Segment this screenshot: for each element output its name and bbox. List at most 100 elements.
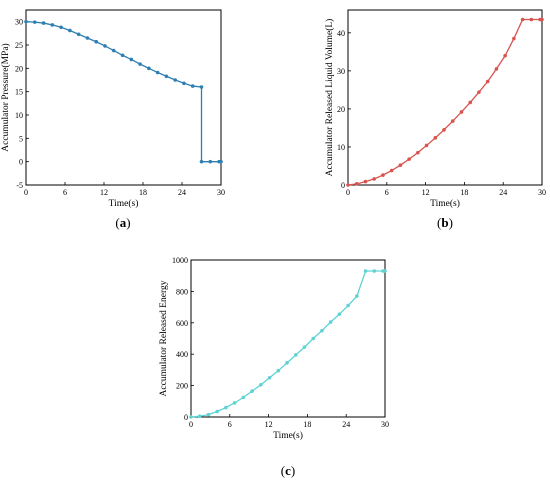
data-point [355, 294, 359, 298]
x-tick-label: 30 [217, 188, 225, 197]
data-point [50, 23, 55, 27]
data-point [85, 36, 90, 40]
data-point [206, 412, 211, 417]
data-point [477, 90, 481, 94]
data-point [468, 100, 473, 105]
x-tick-label: 0 [24, 188, 28, 197]
data-point [68, 28, 72, 33]
y-tick-label: 5 [19, 134, 23, 143]
y-tick-label: 20 [15, 64, 23, 73]
data-point [199, 159, 204, 164]
data-point [267, 375, 272, 380]
data-point [259, 383, 263, 387]
data-point [416, 150, 420, 155]
x-tick-label: 12 [265, 420, 273, 429]
y-tick-label: -5 [16, 181, 23, 190]
x-axis-label: Time(s) [273, 430, 303, 441]
data-point [520, 17, 525, 22]
data-point [232, 401, 237, 405]
data-point [138, 62, 142, 66]
chart-panel-b: 0 6 12 18 24 30 0 10 20 30 40 Time(s) Accumulator Re… [324, 9, 546, 230]
series-line [25, 21, 221, 163]
data-point [540, 17, 544, 22]
data-point [147, 66, 151, 71]
data-point [173, 78, 177, 82]
y-tick-label: 30 [337, 67, 345, 76]
data-point [32, 20, 37, 24]
y-tick-label: 15 [15, 88, 23, 97]
data-point [164, 74, 169, 79]
data-point [311, 336, 316, 341]
data-point [24, 19, 28, 24]
data-point [354, 182, 359, 186]
data-point [215, 409, 219, 414]
data-point [337, 312, 342, 316]
x-tick-label: 18 [139, 188, 147, 197]
data-point [197, 414, 202, 419]
data-point [503, 53, 507, 58]
y-axis-label: Accumulator Pressure(MPa) [0, 43, 11, 151]
data-point [276, 368, 281, 373]
data-point [381, 173, 385, 177]
y-tick-label: 20 [337, 105, 345, 114]
data-point [224, 405, 228, 410]
data-point [41, 21, 46, 25]
panel-caption: (b) [437, 215, 453, 230]
x-tick-label: 6 [228, 420, 232, 429]
chart-panel-a: 0 6 12 18 24 30-5051015202530Time(s)Accumulat… [0, 9, 225, 230]
x-tick-label: 0 [189, 420, 193, 429]
y-tick-label: 25 [15, 41, 23, 50]
y-tick-label: 30 [15, 18, 23, 27]
data-point [190, 84, 195, 88]
x-tick-label: 18 [303, 420, 311, 429]
x-tick-label: 12 [422, 188, 430, 197]
x-tick-label: 24 [499, 188, 507, 197]
plot-frame [25, 9, 222, 186]
data-point [241, 395, 246, 400]
data-point [450, 119, 455, 123]
data-point [293, 353, 298, 357]
panel-caption: (a) [115, 215, 130, 230]
x-tick-label: 12 [100, 188, 108, 197]
data-point [94, 39, 98, 44]
x-tick-label: 6 [63, 188, 67, 197]
x-tick-label: 30 [381, 420, 389, 429]
plot-frame [190, 259, 386, 418]
x-tick-label: 30 [538, 188, 546, 197]
data-point [389, 168, 394, 173]
data-point [129, 57, 134, 62]
data-point [199, 85, 204, 89]
data-point [494, 67, 499, 71]
data-point [250, 389, 254, 393]
data-point [285, 361, 289, 365]
y-axis-label: Accumulator Released Liquid Volume(L) [324, 19, 335, 177]
y-tick-label: 200 [176, 382, 188, 391]
x-tick-label: 0 [346, 188, 350, 197]
data-point [219, 159, 223, 164]
data-point [398, 163, 403, 168]
x-tick-label: 24 [178, 188, 186, 197]
data-point [189, 415, 193, 419]
data-point [120, 53, 125, 58]
data-point [111, 48, 116, 53]
data-point [442, 128, 446, 132]
data-point [346, 183, 350, 187]
data-point [407, 157, 411, 161]
y-tick-label: 10 [15, 111, 23, 120]
data-point [363, 269, 368, 273]
data-point [208, 159, 213, 164]
data-point [59, 25, 63, 30]
series-line [190, 270, 385, 418]
data-point [363, 179, 368, 184]
data-point [320, 328, 324, 333]
data-point [529, 17, 534, 22]
y-tick-label: 0 [19, 158, 23, 167]
x-tick-label: 6 [385, 188, 389, 197]
x-tick-label: 24 [342, 420, 350, 429]
y-tick-label: 800 [176, 287, 188, 296]
panel-caption: (c) [281, 463, 295, 478]
data-point [459, 110, 464, 114]
data-point [383, 269, 387, 273]
y-axis-label: Accumulator Released Energy [159, 280, 169, 396]
data-point [182, 81, 186, 86]
